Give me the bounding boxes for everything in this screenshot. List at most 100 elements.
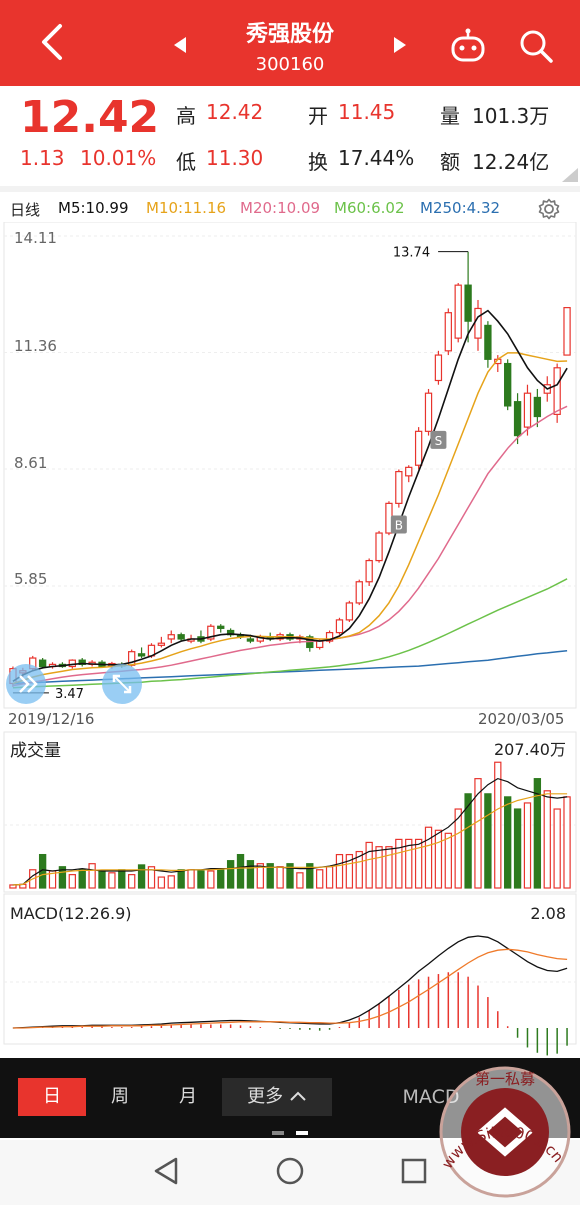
volume-bar bbox=[207, 870, 215, 889]
volume-bar bbox=[385, 846, 393, 889]
fullscreen-button[interactable] bbox=[102, 664, 142, 704]
back-triangle-icon[interactable] bbox=[152, 1156, 180, 1186]
tab-more-label: 更多 bbox=[247, 1086, 284, 1107]
next-stock-icon[interactable] bbox=[392, 36, 408, 54]
divider bbox=[0, 186, 580, 192]
candle-body bbox=[38, 659, 47, 668]
volume-bar bbox=[157, 876, 166, 889]
volume-ma10-line bbox=[12, 793, 568, 886]
candle-body bbox=[424, 392, 433, 432]
low-value: 11.30 bbox=[206, 146, 264, 170]
ma5-value: M5:10.99 bbox=[58, 199, 129, 217]
volume-label: 量 bbox=[440, 104, 460, 128]
trade-marker bbox=[390, 515, 407, 534]
robot-assistant-icon[interactable] bbox=[448, 28, 488, 64]
candle-body bbox=[474, 307, 482, 339]
low-label: 低 bbox=[176, 150, 196, 174]
volume-bar bbox=[474, 778, 482, 889]
expand-corner-icon[interactable] bbox=[558, 168, 578, 182]
candle-body bbox=[395, 470, 403, 504]
candle-body bbox=[454, 284, 462, 339]
volume-bar bbox=[296, 872, 304, 889]
volume-bar bbox=[424, 826, 433, 889]
volume-bar bbox=[325, 866, 334, 889]
candle-body bbox=[167, 634, 175, 640]
candle-body bbox=[375, 532, 383, 562]
stock-code: 300160 bbox=[255, 54, 325, 75]
volume-bar bbox=[533, 778, 542, 889]
volume-bar bbox=[395, 838, 403, 889]
low-annotation-label: 3.47 bbox=[55, 687, 84, 702]
ma60-value: M60:6.02 bbox=[334, 199, 405, 217]
kline-chart[interactable]: 13.74 3.47 B S bbox=[0, 222, 580, 1058]
volume-bar bbox=[286, 863, 294, 889]
candle-body bbox=[444, 312, 452, 352]
tab-week[interactable]: 周 bbox=[111, 1086, 129, 1107]
volume-bar bbox=[98, 870, 106, 889]
volume-bar bbox=[434, 829, 443, 889]
volume-bar bbox=[316, 869, 324, 889]
volume-value: 101.3万 bbox=[472, 104, 550, 128]
y-tick-label: 5.85 bbox=[14, 570, 48, 588]
open-label: 开 bbox=[308, 104, 328, 128]
volume-bar bbox=[563, 796, 571, 889]
tab-more[interactable]: 更多 bbox=[222, 1078, 332, 1116]
candle-body bbox=[523, 392, 532, 428]
page-indicator-active bbox=[296, 1131, 308, 1135]
high-value: 12.42 bbox=[206, 100, 264, 124]
period-label: 日线 bbox=[10, 201, 41, 219]
previous-stock-icon[interactable] bbox=[172, 36, 188, 54]
candle-body bbox=[226, 629, 235, 636]
stock-name: 秀强股份 bbox=[245, 22, 334, 47]
candle-body bbox=[533, 396, 542, 418]
volume-bar bbox=[276, 866, 284, 889]
volume-bar bbox=[484, 793, 492, 889]
turnover-value: 17.44% bbox=[338, 146, 415, 170]
volume-bar bbox=[88, 863, 96, 889]
open-value: 11.45 bbox=[338, 100, 396, 124]
indicator-selector[interactable]: MACD bbox=[402, 1086, 460, 1108]
macd-panel-frame bbox=[3, 893, 577, 1045]
volume-bar bbox=[137, 864, 146, 889]
candle-body bbox=[246, 638, 255, 642]
volume-bar bbox=[414, 838, 423, 889]
start-date: 2019/12/16 bbox=[8, 710, 95, 728]
ma5-line bbox=[12, 309, 568, 682]
price-panel-frame bbox=[3, 222, 577, 709]
amount-value: 12.24亿 bbox=[472, 150, 550, 174]
back-arrow-icon[interactable] bbox=[34, 22, 70, 62]
candle-body bbox=[345, 602, 354, 621]
y-tick-label: 14.11 bbox=[14, 229, 57, 247]
tab-month[interactable]: 月 bbox=[179, 1086, 197, 1107]
trade-marker-label: S bbox=[435, 434, 443, 448]
volume-bar bbox=[78, 869, 86, 889]
tab-day[interactable]: 日 bbox=[18, 1078, 86, 1116]
volume-bar bbox=[335, 853, 344, 889]
macd-title: MACD(12.26.9) bbox=[10, 904, 132, 923]
volume-bar bbox=[177, 869, 185, 889]
high-annotation-label: 13.74 bbox=[393, 246, 430, 261]
scroll-left-button[interactable] bbox=[6, 664, 46, 704]
volume-bar bbox=[523, 802, 532, 889]
volume-bar bbox=[147, 866, 156, 889]
candle-body bbox=[137, 653, 146, 657]
y-tick-label: 11.36 bbox=[14, 337, 57, 355]
candle-body bbox=[78, 659, 86, 665]
amount-label: 额 bbox=[440, 150, 460, 174]
volume-bar bbox=[375, 846, 383, 889]
candle-body bbox=[484, 324, 492, 360]
volume-bar bbox=[226, 860, 235, 889]
search-icon[interactable] bbox=[518, 28, 554, 64]
recents-square-icon[interactable] bbox=[400, 1156, 428, 1186]
volume-bar bbox=[118, 869, 126, 889]
candle-body bbox=[316, 640, 324, 649]
candle-body bbox=[217, 625, 225, 629]
high-label: 高 bbox=[176, 104, 196, 128]
top-bar: 秀强股份 300160 bbox=[0, 0, 580, 86]
candle-body bbox=[68, 659, 76, 668]
settings-gear-icon[interactable] bbox=[538, 198, 560, 220]
candle-body bbox=[355, 581, 363, 604]
volume-bar bbox=[187, 869, 195, 889]
end-date: 2020/03/05 bbox=[478, 710, 565, 728]
home-circle-icon[interactable] bbox=[275, 1156, 305, 1186]
